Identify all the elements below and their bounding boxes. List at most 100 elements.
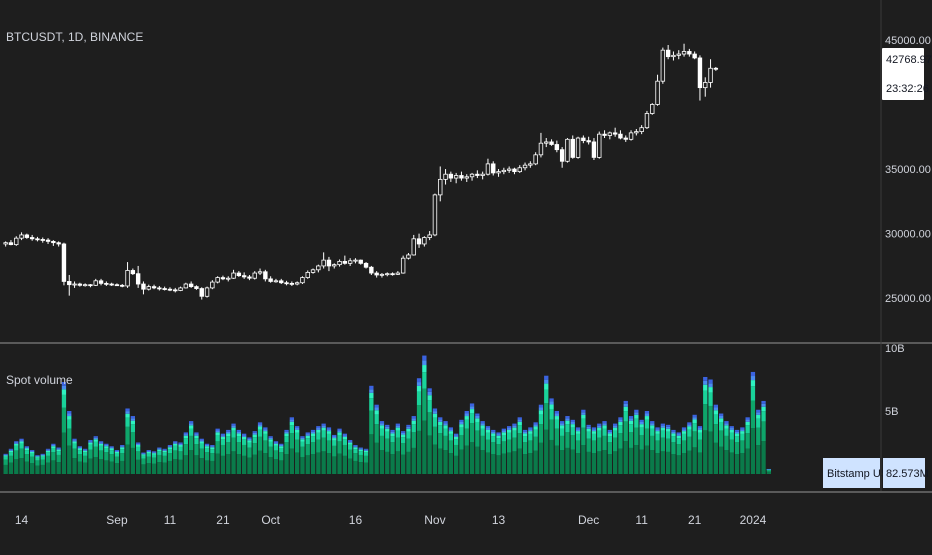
volume-bar[interactable] — [597, 423, 602, 474]
volume-bar[interactable] — [220, 433, 226, 474]
candle[interactable] — [549, 139, 554, 146]
candle[interactable] — [125, 262, 130, 288]
candle[interactable] — [300, 276, 305, 285]
volume-bar[interactable] — [279, 443, 284, 474]
volume-bar[interactable] — [125, 408, 130, 474]
candle[interactable] — [496, 169, 501, 177]
volume-bar[interactable] — [623, 400, 628, 474]
candle[interactable] — [687, 48, 692, 57]
candle[interactable] — [109, 282, 114, 286]
volume-bar[interactable] — [756, 409, 761, 474]
candle[interactable] — [135, 265, 141, 288]
volume-bar[interactable] — [501, 428, 506, 474]
volume-bar[interactable] — [485, 426, 491, 474]
candle[interactable] — [321, 252, 326, 269]
volume-bar[interactable] — [655, 427, 660, 474]
candle[interactable] — [559, 147, 565, 168]
volume-bar[interactable] — [247, 437, 252, 474]
candle[interactable] — [713, 66, 719, 71]
candle[interactable] — [448, 171, 454, 182]
candle[interactable] — [708, 59, 713, 88]
candle[interactable] — [544, 138, 549, 148]
volume-bar[interactable] — [30, 450, 35, 474]
candle[interactable] — [56, 241, 61, 247]
candle[interactable] — [443, 169, 448, 185]
volume-bar[interactable] — [114, 450, 120, 474]
volume-bar[interactable] — [586, 424, 591, 474]
candle[interactable] — [210, 280, 215, 290]
candle[interactable] — [469, 172, 475, 181]
volume-bar[interactable] — [416, 378, 422, 474]
volume-bar[interactable] — [199, 438, 204, 474]
candle[interactable] — [406, 253, 411, 260]
volume-bar[interactable] — [215, 428, 220, 474]
candle[interactable] — [77, 282, 83, 287]
volume-bar[interactable] — [681, 427, 687, 474]
candle[interactable] — [438, 166, 443, 202]
volume-bar[interactable] — [189, 421, 194, 474]
candle[interactable] — [157, 285, 162, 291]
volume-bar[interactable] — [210, 445, 215, 474]
candle[interactable] — [660, 47, 666, 84]
candle[interactable] — [14, 236, 19, 246]
volume-bar[interactable] — [432, 408, 438, 474]
candle[interactable] — [279, 278, 284, 285]
candle[interactable] — [586, 136, 591, 145]
candle[interactable] — [263, 269, 268, 282]
volume-bar[interactable] — [252, 431, 257, 474]
volume-bar[interactable] — [358, 447, 363, 474]
volume-bar[interactable] — [141, 452, 146, 474]
candle[interactable] — [522, 162, 528, 171]
volume-bar[interactable] — [507, 426, 512, 474]
volume-bar[interactable] — [157, 447, 162, 474]
candle[interactable] — [703, 77, 708, 97]
candle[interactable] — [273, 278, 279, 283]
candle[interactable] — [358, 259, 363, 265]
candle[interactable] — [194, 285, 199, 290]
candle[interactable] — [369, 265, 374, 275]
volume-bar[interactable] — [19, 438, 24, 474]
candle[interactable] — [316, 264, 321, 273]
candle[interactable] — [363, 262, 369, 269]
volume-bar[interactable] — [273, 441, 279, 474]
volume-bar[interactable] — [257, 422, 263, 474]
candle[interactable] — [305, 270, 310, 279]
volume-bar[interactable] — [740, 427, 745, 474]
candle[interactable] — [247, 274, 252, 281]
candle[interactable] — [162, 286, 167, 291]
volume-bar[interactable] — [411, 416, 416, 474]
volume-bar[interactable] — [35, 455, 40, 474]
candle[interactable] — [252, 271, 257, 280]
candle[interactable] — [45, 238, 51, 244]
volume-bar[interactable] — [464, 411, 469, 474]
volume-bar[interactable] — [51, 443, 56, 474]
volume-bar[interactable] — [650, 421, 655, 474]
candle[interactable] — [464, 174, 469, 182]
volume-bar[interactable] — [178, 442, 183, 475]
volume-bar[interactable] — [549, 398, 554, 474]
volume-bar[interactable] — [708, 379, 713, 475]
candle[interactable] — [241, 272, 247, 279]
volume-bar[interactable] — [671, 429, 676, 474]
volume-bar[interactable] — [130, 416, 135, 474]
volume-bar[interactable] — [385, 424, 390, 474]
volume-bar[interactable] — [183, 432, 188, 474]
candle[interactable] — [88, 284, 93, 288]
candle[interactable] — [326, 256, 332, 272]
candle[interactable] — [332, 263, 337, 269]
candle[interactable] — [475, 170, 480, 179]
volume-bar[interactable] — [268, 436, 273, 474]
volume-bar[interactable] — [761, 400, 766, 474]
volume-bar[interactable] — [231, 423, 236, 474]
volume-bar[interactable] — [104, 443, 109, 474]
candle[interactable] — [120, 284, 125, 288]
candle[interactable] — [310, 268, 316, 274]
candle[interactable] — [342, 255, 348, 265]
volume-bar[interactable] — [374, 404, 379, 474]
volume-bar[interactable] — [570, 419, 575, 474]
candle[interactable] — [188, 281, 194, 288]
candle[interactable] — [226, 276, 231, 282]
volume-bar[interactable] — [88, 439, 93, 474]
volume-bar[interactable] — [45, 448, 51, 474]
candle[interactable] — [602, 130, 607, 139]
